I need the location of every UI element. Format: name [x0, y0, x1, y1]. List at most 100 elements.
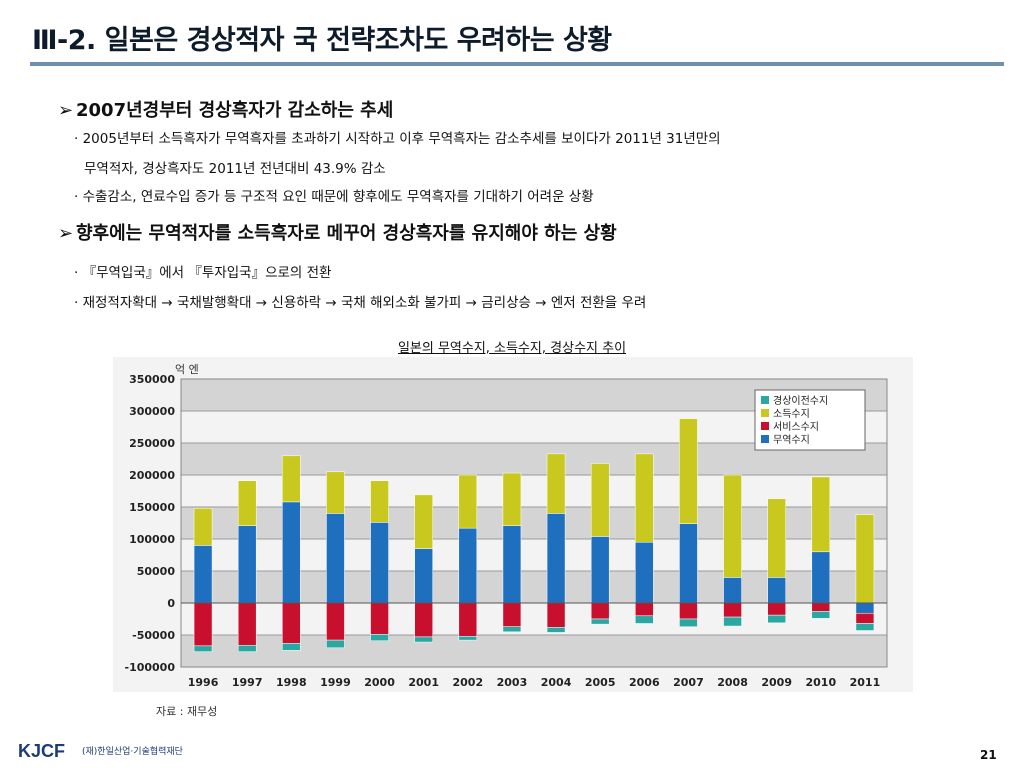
legend-label: 경상이전수지: [773, 394, 828, 407]
bar-service: [458, 602, 478, 637]
bar-trade: [723, 577, 742, 604]
y-tick-label: 200000: [129, 469, 175, 482]
bar-current-transfer: [326, 639, 345, 649]
y-tick-label: 100000: [129, 533, 175, 546]
bar-income: [855, 514, 875, 604]
bar-income: [723, 474, 742, 578]
x-tick-label: 2010: [806, 676, 837, 689]
bar-trade: [590, 536, 610, 604]
x-tick-label: 1998: [276, 676, 307, 689]
bar-service: [811, 602, 831, 612]
bar-income: [458, 474, 478, 529]
bar-trade: [767, 577, 786, 604]
bar-current-transfer: [723, 616, 742, 627]
bar-service: [326, 602, 345, 641]
x-tick-label: 2008: [717, 676, 748, 689]
bar-trade: [679, 523, 698, 604]
bar-trade: [414, 548, 433, 604]
bar-income: [546, 453, 566, 514]
chart-caption: 일본의 무역수지, 소득수지, 경상수지 추이: [397, 341, 627, 356]
y-tick-label: -50000: [132, 629, 175, 642]
bar-current-transfer: [679, 618, 698, 627]
bar-service: [767, 602, 786, 616]
bar-service: [723, 602, 742, 618]
bar-trade: [502, 525, 522, 604]
y-tick-label: 250000: [129, 437, 175, 450]
bar-service: [546, 602, 566, 628]
legend-swatch: [761, 422, 769, 430]
heading-trend: ➢ 2007년경부터 경상흑자가 감소하는 추세: [58, 96, 393, 122]
bar-income: [370, 480, 389, 523]
legend-swatch: [761, 409, 769, 417]
x-tick-label: 2009: [761, 676, 792, 689]
heading-trend-text: 2007년경부터 경상흑자가 감소하는 추세: [76, 100, 394, 121]
bar-trade: [811, 551, 831, 604]
bar-income: [767, 498, 786, 578]
bullet-arrow-icon: ➢: [58, 100, 74, 121]
bar-service: [502, 602, 522, 627]
bar-current-transfer: [414, 636, 433, 643]
legend-swatch: [761, 435, 769, 443]
bar-trade: [458, 527, 478, 604]
bar-trade: [237, 525, 257, 604]
source-note: 자료 : 재무성: [156, 705, 218, 718]
bar-income: [811, 476, 831, 553]
bar-service: [370, 602, 389, 635]
heading-outlook: ➢ 향후에는 무역적자를 소득흑자로 메꾸어 경상흑자를 유지해야 하는 상황: [58, 219, 617, 245]
legend-label: 서비스수지: [773, 421, 819, 433]
bar-current-transfer: [546, 627, 566, 633]
balance-chart: 350000 300000 250000 200000 150000 100000 5000…: [113, 357, 913, 692]
y-tick-label: 50000: [137, 565, 176, 578]
bar-trade: [370, 522, 389, 604]
bar-income: [679, 418, 698, 524]
y-tick-label: 150000: [129, 501, 175, 514]
bar-income: [282, 455, 301, 503]
y-tick-label: 350000: [129, 373, 175, 386]
x-tick-label: 1997: [232, 676, 263, 689]
x-tick-label: 2007: [673, 676, 704, 689]
bar-service: [193, 602, 213, 647]
y-tick-label: -100000: [125, 661, 176, 674]
bar-trade: [546, 513, 566, 604]
x-tick-label: 2004: [541, 676, 572, 689]
legend-label: 소득수지: [773, 408, 810, 420]
bar-income: [193, 508, 213, 546]
bar-current-transfer: [855, 623, 875, 631]
bullet-text: · 수출감소, 연료수입 증가 등 구조적 요인 때문에 향후에도 무역흑자를 …: [74, 189, 594, 205]
bar-service: [414, 602, 433, 638]
x-tick-label: 2006: [629, 676, 660, 689]
bar-income: [326, 471, 345, 514]
bar-current-transfer: [502, 626, 522, 633]
y-tick-label: 300000: [129, 405, 175, 418]
bar-service: [590, 602, 610, 620]
bullet-text: · 2005년부터 소득흑자가 무역흑자를 초과하기 시작하고 이후 무역흑자는…: [74, 131, 721, 147]
x-tick-label: 2000: [364, 676, 395, 689]
kjcf-logo: KJCF: [18, 741, 66, 761]
bullet-arrow-icon: ➢: [58, 223, 74, 244]
bar-current-transfer: [237, 644, 257, 652]
x-tick-label: 1999: [320, 676, 351, 689]
plot-frame: [180, 378, 888, 668]
bar-current-transfer: [193, 645, 213, 652]
bar-service: [855, 612, 875, 624]
slide-title: Ⅲ-2. 일본은 경상적자 국 전략조차도 우려하는 상황: [32, 25, 612, 56]
bar-trade: [326, 513, 345, 604]
bar-trade: [282, 501, 301, 604]
x-tick-label: 2003: [497, 676, 528, 689]
y-tick-label: 0: [167, 597, 175, 610]
bar-current-transfer: [811, 611, 831, 619]
bar-service: [282, 602, 301, 644]
bar-current-transfer: [590, 618, 610, 625]
legend-label: 무역수지: [773, 434, 810, 446]
bar-trade: [193, 545, 213, 604]
bar-current-transfer: [458, 636, 478, 641]
bar-income: [502, 472, 522, 526]
x-tick-label: 1996: [188, 676, 219, 689]
bullet-text: · 『무역입국』에서 『투자입국』으로의 전환: [74, 265, 332, 281]
bar-current-transfer: [282, 643, 301, 651]
x-tick-label: 2001: [408, 676, 439, 689]
bar-current-transfer: [370, 634, 389, 642]
bar-trade: [855, 602, 875, 614]
bar-service: [679, 602, 698, 620]
bar-current-transfer: [635, 615, 654, 624]
